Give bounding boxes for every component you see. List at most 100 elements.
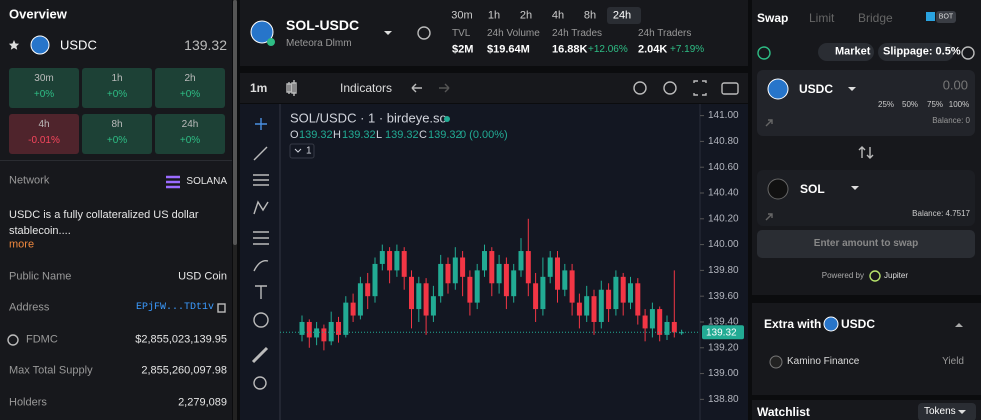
tokens-caret[interactable] — [958, 410, 966, 414]
period-label[interactable]: 8h — [111, 119, 123, 130]
timeframe[interactable]: 2h — [519, 9, 533, 22]
candle-body — [321, 328, 327, 342]
alert-icon[interactable] — [633, 81, 647, 95]
timeframe[interactable]: 24h — [612, 9, 632, 22]
period-label[interactable]: 4h — [38, 119, 50, 130]
swap-tab[interactable]: Bridge — [858, 11, 893, 25]
slippage-button[interactable] — [878, 43, 954, 61]
tokens-filter[interactable]: Tokens — [924, 406, 956, 417]
period-label[interactable]: 2h — [184, 73, 196, 84]
flip-icon[interactable] — [858, 146, 874, 159]
candle-body — [314, 328, 320, 338]
period-tile[interactable] — [82, 114, 152, 154]
swap-settings-icon[interactable] — [961, 46, 975, 60]
fullscreen-icon[interactable] — [693, 80, 707, 96]
stat-value: 16.88K — [552, 43, 588, 56]
swap-button[interactable] — [757, 230, 975, 258]
prediction-tool[interactable] — [253, 231, 269, 245]
percent-button[interactable]: 100% — [948, 100, 970, 109]
overview-panel — [0, 0, 232, 420]
copy-icon[interactable] — [217, 303, 226, 313]
collapse-count[interactable]: 1 — [306, 146, 312, 157]
timeframe[interactable]: 30m — [451, 9, 473, 22]
undo-icon[interactable] — [411, 83, 422, 93]
period-tile[interactable] — [9, 68, 79, 108]
slippage-label[interactable]: Slippage: 0.5% — [883, 45, 961, 58]
screenshot-icon[interactable] — [721, 82, 739, 95]
to-token[interactable]: SOL — [800, 182, 825, 196]
chart-settings-icon[interactable] — [663, 81, 677, 95]
more-link[interactable]: more — [9, 238, 35, 251]
indicators-button[interactable]: Indicators — [340, 81, 393, 95]
row-value[interactable]: EPjFW...TDt1v — [135, 302, 214, 313]
brush-tool[interactable] — [253, 260, 269, 272]
zoom-tool[interactable] — [253, 376, 267, 390]
timeframe[interactable]: 4h — [551, 9, 565, 22]
scroll-thumb[interactable] — [233, 0, 237, 245]
period-label[interactable]: 24h — [181, 119, 199, 130]
info-icon[interactable] — [7, 334, 19, 346]
candle-body — [496, 263, 502, 284]
percent-button[interactable]: 50% — [901, 100, 919, 109]
period-change[interactable]: +0% — [106, 89, 128, 100]
period-change[interactable]: -0.01% — [28, 135, 60, 146]
period-label[interactable]: 1h — [111, 73, 123, 84]
measure-tool[interactable] — [251, 346, 269, 364]
from-dropdown[interactable] — [848, 87, 856, 91]
to-token-logo — [767, 178, 789, 200]
period-change[interactable]: +0% — [179, 89, 201, 100]
period-change[interactable]: +0% — [106, 135, 128, 146]
to-dropdown[interactable] — [851, 186, 859, 190]
collapse-caret[interactable] — [294, 148, 302, 153]
pattern-tool[interactable] — [253, 200, 269, 215]
candle-body — [628, 283, 633, 303]
from-token[interactable]: USDC — [799, 82, 834, 96]
swap-tab[interactable]: Limit — [809, 11, 835, 25]
stat-change: +7.19% — [670, 44, 705, 55]
swap-button-label[interactable]: Enter amount to swap — [813, 238, 919, 249]
timeframe[interactable]: 8h — [583, 9, 597, 22]
row-label: Public Name — [9, 270, 72, 283]
timeframe[interactable]: 1h — [487, 9, 501, 22]
percent-button[interactable]: 75% — [926, 100, 944, 109]
external-icon[interactable] — [765, 119, 773, 127]
candle-type-icon[interactable] — [286, 80, 297, 96]
candle-body — [460, 257, 466, 277]
candle-body — [416, 283, 422, 310]
telegram-icon[interactable] — [926, 12, 935, 21]
collapse-box[interactable] — [289, 143, 315, 159]
pair-header — [240, 0, 748, 66]
star-icon[interactable] — [8, 40, 20, 50]
collapse-icon[interactable] — [955, 323, 963, 327]
candle-body — [664, 321, 670, 335]
market-button[interactable] — [818, 43, 874, 61]
candle-body — [357, 283, 363, 316]
interval[interactable]: 1m — [250, 81, 268, 95]
period-tile[interactable] — [82, 68, 152, 108]
extra-token: USDC — [841, 317, 876, 331]
text-tool[interactable] — [255, 285, 267, 299]
emoji-tool[interactable] — [253, 312, 269, 328]
period-change[interactable]: +0% — [33, 89, 55, 100]
external-icon[interactable] — [765, 213, 773, 221]
percent-button[interactable]: 25% — [877, 100, 895, 109]
period-tile[interactable] — [155, 68, 225, 108]
period-tile[interactable] — [155, 114, 225, 154]
crosshair-tool[interactable] — [255, 118, 267, 130]
swap-tab[interactable]: Swap — [757, 11, 789, 25]
fib-tool[interactable] — [253, 174, 269, 186]
tokens-dropdown[interactable] — [918, 403, 976, 420]
period-label[interactable]: 30m — [34, 73, 54, 84]
jupiter-logo — [869, 270, 881, 282]
extra-item[interactable]: Kamino Finance — [787, 356, 860, 367]
market-label[interactable]: Market — [835, 45, 871, 58]
candle-body — [503, 263, 509, 297]
swap-input[interactable] — [757, 70, 975, 136]
candle-body — [613, 276, 619, 310]
settings-icon[interactable] — [417, 26, 431, 40]
pair-dropdown[interactable] — [384, 31, 392, 35]
trendline-tool[interactable] — [253, 146, 268, 161]
period-tile[interactable] — [9, 114, 79, 154]
period-change[interactable]: +0% — [179, 135, 201, 146]
